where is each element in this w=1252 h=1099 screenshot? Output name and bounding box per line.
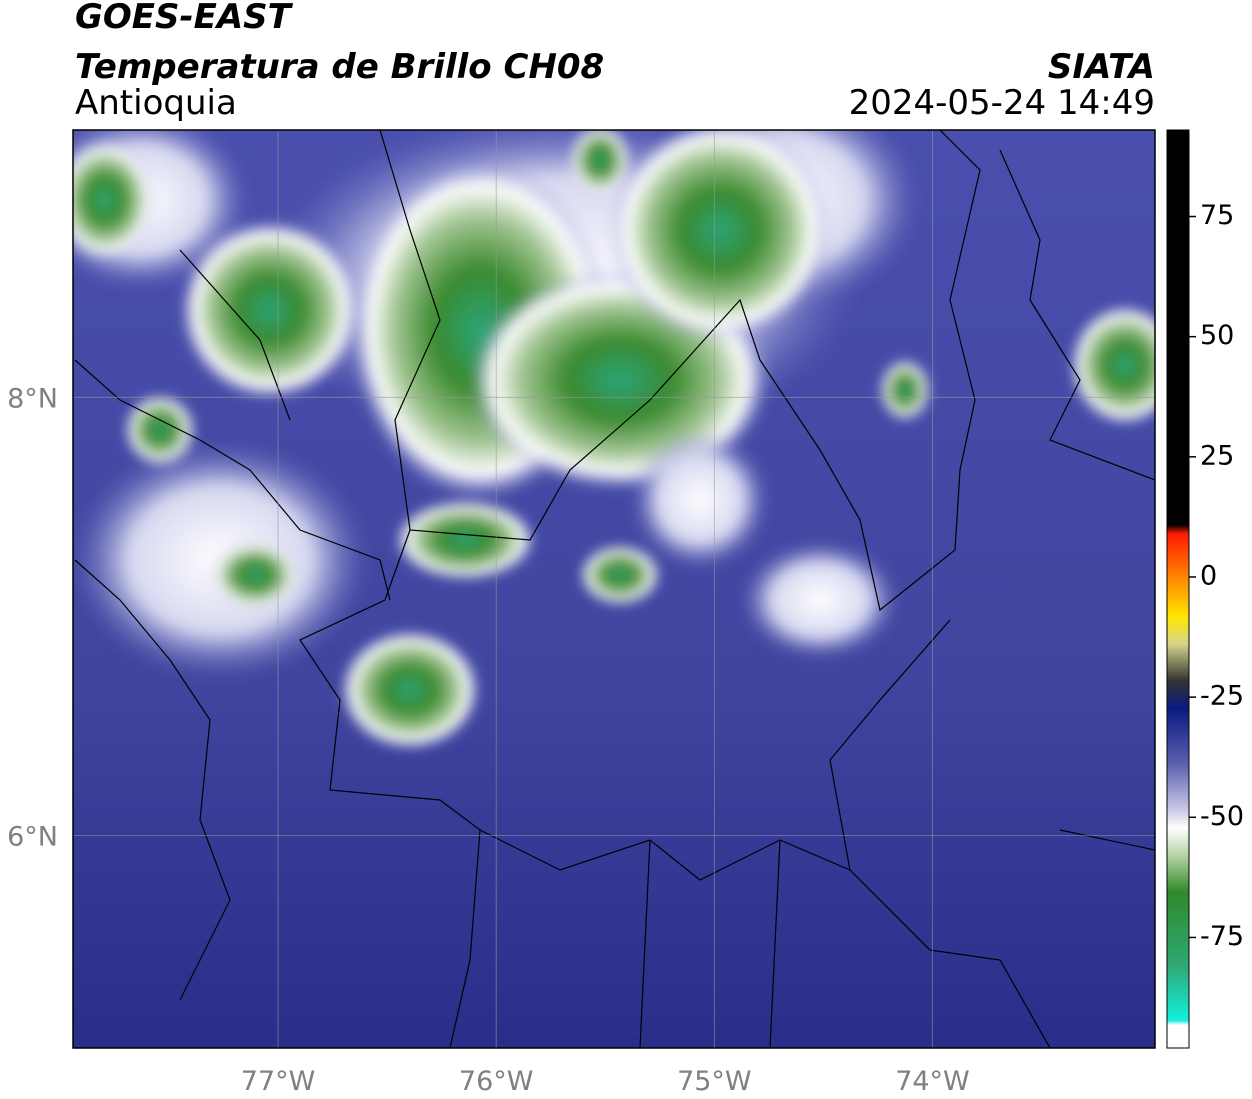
graticule [73, 130, 1155, 1048]
colorbar-tick-label: -25 [1200, 681, 1244, 712]
x-tick-label: 76°W [459, 1066, 534, 1097]
colorbar-tick-label: -50 [1200, 801, 1244, 832]
colorbar-tick-label: 25 [1200, 440, 1234, 471]
x-tick-label: 74°W [895, 1066, 970, 1097]
y-tick-label: 8°N [7, 383, 58, 414]
colorbar-tick-label: 75 [1200, 200, 1234, 231]
x-tick-label: 77°W [241, 1066, 316, 1097]
timestamp: 2024-05-24 14:49 [849, 83, 1155, 123]
colorbar-tick-label: 50 [1200, 320, 1234, 351]
agency-label: SIATA [1048, 47, 1155, 87]
y-tick-label: 6°N [7, 821, 58, 852]
x-tick-label: 75°W [677, 1066, 752, 1097]
product-title: Temperatura de Brillo CH08 [75, 47, 604, 87]
satellite-title: GOES-EAST [75, 0, 294, 37]
colorbar [1166, 129, 1190, 1049]
colorbar-tick-label: 0 [1200, 560, 1217, 591]
boundaries [74, 130, 1155, 1048]
colorbar-tick-label: -75 [1200, 921, 1244, 952]
map-field [73, 130, 1155, 1048]
region-label: Antioquia [75, 83, 237, 123]
map-frame [72, 129, 1156, 1049]
clouds [73, 130, 1155, 750]
